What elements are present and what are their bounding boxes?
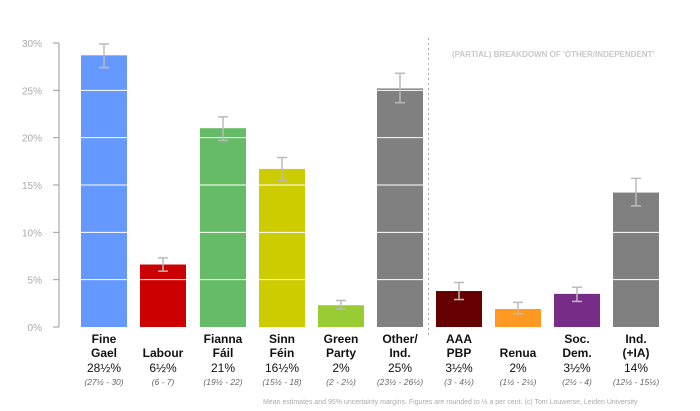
category-label: Renua xyxy=(500,346,537,360)
bar xyxy=(377,88,423,327)
bar xyxy=(259,168,305,327)
category-label: Fianna xyxy=(204,332,243,346)
range-label: (12½ - 15½) xyxy=(613,377,659,387)
y-tick-label: 5% xyxy=(28,276,43,287)
category-label: Sinn xyxy=(269,332,295,346)
bar xyxy=(200,128,246,327)
category-label: Gael xyxy=(91,346,117,360)
data-label: 28½% xyxy=(87,361,121,375)
category-label: Party xyxy=(326,346,356,360)
footnote: Mean estimates and 95% uncertainty margi… xyxy=(263,399,638,406)
y-tick-label: 25% xyxy=(22,86,42,97)
category-label: Féin xyxy=(270,346,295,360)
y-tick-label: 30% xyxy=(22,39,42,50)
bar xyxy=(81,55,127,327)
data-label: 6½% xyxy=(149,361,177,375)
category-label: Fine xyxy=(92,332,117,346)
data-label: 25% xyxy=(388,361,412,375)
y-tick-label: 15% xyxy=(22,181,42,192)
y-tick-label: 10% xyxy=(22,228,42,239)
category-label: (+IA) xyxy=(623,346,650,360)
category-label: Ind. xyxy=(389,346,410,360)
data-label: 21% xyxy=(211,361,235,375)
data-label: 3½% xyxy=(445,361,473,375)
category-label: AAA xyxy=(446,332,472,346)
range-label: (2½ - 4) xyxy=(562,377,592,387)
category-label: Fáil xyxy=(213,346,234,360)
range-label: (23½ - 26½) xyxy=(377,377,423,387)
category-label: Other/ xyxy=(382,332,418,346)
bar xyxy=(140,264,186,327)
breakdown-annotation: (PARTIAL) BREAKDOWN OF 'OTHER/INDEPENDEN… xyxy=(452,50,655,59)
data-label: 2% xyxy=(509,361,527,375)
bar xyxy=(318,305,364,327)
category-label: PBP xyxy=(447,346,472,360)
category-label: Green xyxy=(324,332,359,346)
bar xyxy=(495,309,541,327)
range-label: (3 - 4½) xyxy=(444,377,474,387)
range-label: (2 - 2½) xyxy=(326,377,356,387)
range-label: (19½ - 22) xyxy=(203,377,242,387)
bar xyxy=(613,192,659,327)
range-label: (6 - 7) xyxy=(152,377,175,387)
range-label: (1½ - 2½) xyxy=(500,377,537,387)
category-label: Dem. xyxy=(562,346,591,360)
data-label: 3½% xyxy=(563,361,591,375)
category-label: Soc. xyxy=(564,332,589,346)
data-label: 2% xyxy=(332,361,350,375)
category-label: Labour xyxy=(143,346,184,360)
range-label: (27½ - 30) xyxy=(84,377,123,387)
data-label: 16½% xyxy=(265,361,299,375)
range-label: (15½ - 18) xyxy=(262,377,301,387)
y-tick-label: 0% xyxy=(28,323,43,334)
data-label: 14% xyxy=(624,361,648,375)
y-tick-label: 20% xyxy=(22,134,42,145)
category-label: Ind. xyxy=(625,332,646,346)
